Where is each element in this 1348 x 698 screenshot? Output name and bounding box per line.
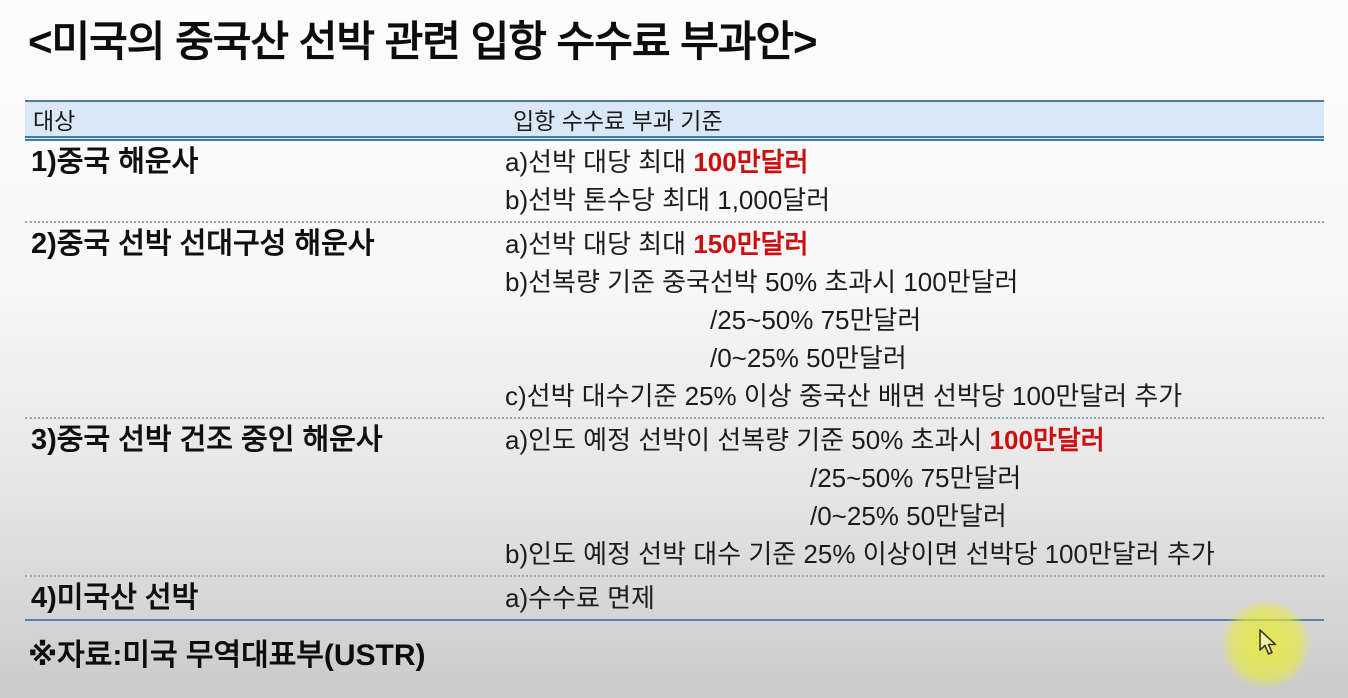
- criteria-text: /0~25% 50만달러: [810, 501, 1007, 531]
- criteria-text: a)선박 대당 최대: [505, 229, 694, 259]
- table-row: 1)중국 해운사 a)선박 대당 최대 100만달러 b)선박 톤수당 최대 1…: [25, 141, 1324, 223]
- target-cell: 1)중국 해운사: [31, 146, 199, 178]
- criteria-line-indented: /25~50% 75만달러: [505, 459, 1324, 497]
- criteria-text: b)인도 예정 선박 대수 기준 25% 이상이면 선박당 100만달러 추가: [505, 539, 1215, 569]
- criteria-text: b)선박 톤수당 최대 1,000달러: [505, 185, 831, 215]
- fee-table: 대상 입항 수수료 부과 기준 1)중국 해운사 a)선박 대당 최대 100만…: [25, 100, 1324, 621]
- highlight-amount: 100만달러: [989, 425, 1105, 455]
- table-row: 3)중국 선박 건조 중인 해운사 a)인도 예정 선박이 선복량 기준 50%…: [25, 419, 1324, 577]
- criteria-line: b)선박 톤수당 최대 1,000달러: [505, 181, 1324, 219]
- target-cell: 2)중국 선박 선대구성 해운사: [31, 228, 375, 260]
- target-cell: 3)중국 선박 건조 중인 해운사: [31, 424, 383, 456]
- criteria-line: a)선박 대당 최대 100만달러: [505, 143, 1324, 181]
- criteria-text: a)인도 예정 선박이 선복량 기준 50% 초과시: [505, 425, 990, 455]
- criteria-text: /25~50% 75만달러: [810, 463, 1022, 493]
- page-title: <미국의 중국산 선박 관련 입항 수수료 부과안>: [28, 18, 818, 65]
- mouse-cursor-icon: [1259, 629, 1277, 655]
- criteria-line: b)인도 예정 선박 대수 기준 25% 이상이면 선박당 100만달러 추가: [505, 535, 1324, 573]
- criteria-text: c)선박 대수기준 25% 이상 중국산 배면 선박당 100만달러 추가: [505, 381, 1183, 411]
- criteria-line: a)선박 대당 최대 150만달러: [505, 225, 1324, 263]
- criteria-cell: a)인도 예정 선박이 선복량 기준 50% 초과시 100만달러 /25~50…: [505, 421, 1324, 573]
- criteria-cell: a)선박 대당 최대 100만달러 b)선박 톤수당 최대 1,000달러: [505, 143, 1324, 219]
- criteria-text: /0~25% 50만달러: [710, 343, 907, 373]
- table-header-row: 대상 입항 수수료 부과 기준: [25, 102, 1324, 141]
- criteria-line-indented: /0~25% 50만달러: [505, 339, 1324, 377]
- criteria-line-indented: /0~25% 50만달러: [505, 497, 1324, 535]
- source-note: ※자료:미국 무역대표부(USTR): [28, 639, 426, 672]
- highlight-amount: 100만달러: [693, 147, 809, 177]
- header-criteria: 입항 수수료 부과 기준: [513, 108, 723, 134]
- criteria-text: a)수수료 면제: [505, 583, 655, 613]
- criteria-line-indented: /25~50% 75만달러: [505, 301, 1324, 339]
- table-row: 4)미국산 선박 a)수수료 면제: [25, 577, 1324, 619]
- highlight-amount: 150만달러: [693, 229, 809, 259]
- target-cell: 4)미국산 선박: [31, 582, 199, 614]
- criteria-text: /25~50% 75만달러: [710, 305, 922, 335]
- table-row: 2)중국 선박 선대구성 해운사 a)선박 대당 최대 150만달러 b)선복량…: [25, 223, 1324, 419]
- criteria-text: a)선박 대당 최대: [505, 147, 694, 177]
- header-target: 대상: [33, 108, 76, 134]
- criteria-line: c)선박 대수기준 25% 이상 중국산 배면 선박당 100만달러 추가: [505, 377, 1324, 415]
- criteria-cell: a)수수료 면제: [505, 579, 1324, 617]
- criteria-text: b)선복량 기준 중국선박 50% 초과시 100만달러: [505, 267, 1019, 297]
- criteria-line: a)인도 예정 선박이 선복량 기준 50% 초과시 100만달러: [505, 421, 1324, 459]
- criteria-cell: a)선박 대당 최대 150만달러 b)선복량 기준 중국선박 50% 초과시 …: [505, 225, 1324, 415]
- criteria-line: a)수수료 면제: [505, 579, 1324, 617]
- criteria-line: b)선복량 기준 중국선박 50% 초과시 100만달러: [505, 263, 1324, 301]
